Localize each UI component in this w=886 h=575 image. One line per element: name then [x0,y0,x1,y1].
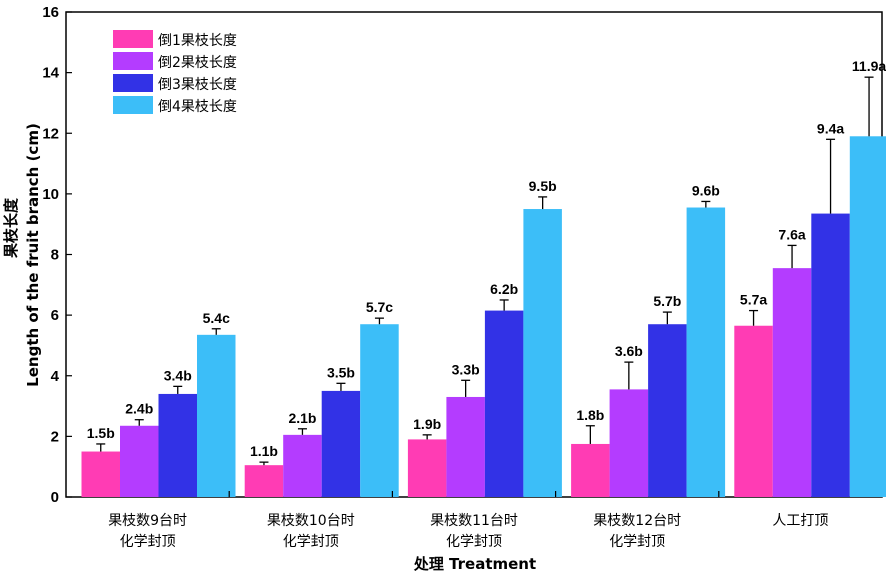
y-tick-label: 12 [42,125,59,142]
category-label: 化学封顶 [609,534,665,550]
bar [446,396,485,497]
bar [360,324,399,497]
category-label: 化学封顶 [283,534,339,550]
y-tick-label: 2 [51,428,59,445]
bar [197,334,236,497]
data-label: 1.1b [250,443,278,459]
data-label: 5.7a [740,292,767,308]
bar [120,425,159,497]
legend-swatch [113,74,153,92]
category-label: 果枝数12台时 [593,513,681,529]
y-tick-label: 6 [51,307,59,324]
y-axis-label-en: Length of the fruit branch (cm) [24,123,42,387]
data-label: 9.5b [529,178,557,194]
legend-label: 倒2果枝长度 [158,55,237,71]
y-tick-label: 16 [42,4,59,21]
category-label: 果枝数9台时 [108,513,187,529]
category-label: 化学封顶 [120,534,176,550]
data-label: 3.5b [327,364,355,380]
bar [772,268,812,497]
bar [158,393,197,497]
data-label: 6.2b [490,281,518,297]
data-label: 2.4b [125,401,153,417]
bar [283,434,322,497]
category-label: 人工打顶 [772,512,828,529]
data-label: 1.9b [413,416,441,432]
y-tick-label: 8 [51,247,59,264]
y-tick-label: 0 [51,489,59,506]
data-label: 5.7b [653,293,681,309]
bars-layer [81,136,886,497]
bar [523,209,562,497]
bar [244,465,284,497]
data-label: 7.6a [778,226,805,242]
bar [609,389,649,497]
category-label: 果枝数11台时 [430,513,518,529]
data-label: 1.5b [87,425,115,441]
data-label: 2.1b [288,410,316,426]
data-label: 3.6b [615,343,643,359]
bar [849,136,886,497]
data-label: 5.7c [366,299,393,315]
bar [811,213,850,497]
legend-label: 倒3果枝长度 [158,77,237,93]
data-label: 1.8b [576,407,604,423]
y-tick-label: 10 [42,186,59,203]
legend-swatch [113,30,153,48]
data-labels-layer: 1.5b 1.1b 1.9b 1.8b 5.7a 2.4b 2.1b 3.3b 3.6b 7.6a… [87,58,886,459]
error-bars-layer [96,76,874,466]
bar [321,390,361,497]
data-label: 11.9a [852,58,886,74]
y-tick-label: 14 [42,65,59,82]
bar [407,439,447,497]
bar [648,324,687,497]
bar [81,451,120,497]
y-axis-label-cn: 果枝长度 [2,197,20,259]
category-label: 化学封顶 [446,534,502,550]
bar [686,207,726,497]
data-label: 3.4b [164,367,192,383]
y-tick-label: 4 [51,368,60,385]
category-label: 果枝数10台时 [267,513,355,529]
data-label: 3.3b [452,361,480,377]
data-label: 9.6b [692,182,720,198]
x-axis-label: 处理 Treatment [413,555,536,573]
legend-label: 倒1果枝长度 [158,33,237,49]
legend-label: 倒4果枝长度 [158,99,237,115]
bar [571,443,610,497]
data-label: 5.4c [203,310,230,326]
legend-swatch [113,96,153,114]
axes-layer: 0246810121416果枝数9台时化学封顶果枝数10台时化学封顶果枝数11台… [42,4,828,550]
bar [484,310,524,497]
bar [734,325,773,497]
legend-swatch [113,52,153,70]
data-label: 9.4a [817,120,844,136]
